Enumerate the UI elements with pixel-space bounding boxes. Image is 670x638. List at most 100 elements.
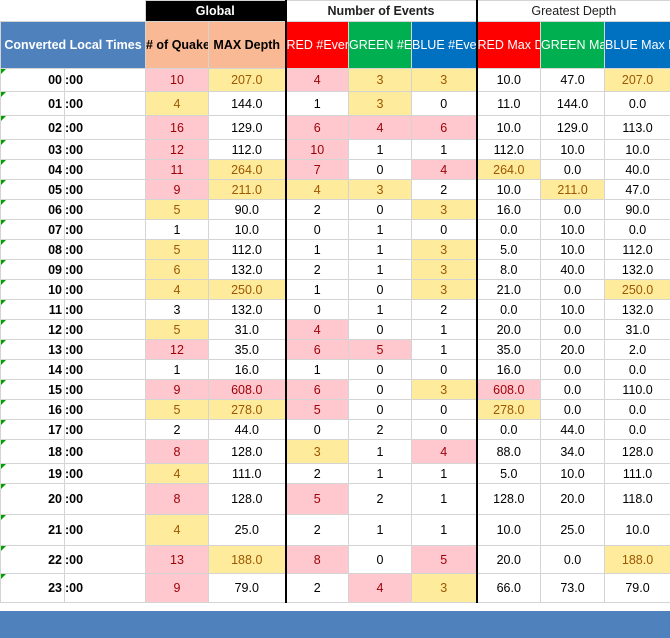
green-events-cell[interactable]: 1 [348,439,412,464]
blue-events-cell[interactable]: 3 [410,259,478,280]
max-depth-cell[interactable]: 90.0 [208,199,286,220]
green-max-depth-cell[interactable]: 144.0 [540,91,606,116]
group-header-depth[interactable]: Greatest Depth [476,0,670,22]
red-max-depth-cell[interactable]: 264.0 [476,159,542,180]
red-max-depth-cell[interactable]: 278.0 [476,399,542,420]
blue-events-cell[interactable]: 5 [410,545,478,574]
minute-cell[interactable]: :00 [64,199,146,220]
max-depth-cell[interactable]: 608.0 [208,379,286,400]
minute-cell[interactable]: :00 [64,91,146,116]
minute-cell[interactable]: :00 [64,115,146,140]
blue-max-depth-cell[interactable]: 0.0 [604,399,670,420]
quakes-cell[interactable]: 5 [145,399,209,420]
max-depth-cell[interactable]: 207.0 [208,68,286,92]
blue-events-cell[interactable]: 3 [410,68,478,92]
quakes-cell[interactable]: 12 [145,339,209,360]
header-converted-times[interactable]: Converted Local Times [0,21,146,69]
green-events-cell[interactable]: 1 [348,219,412,240]
max-depth-cell[interactable]: 31.0 [208,319,286,340]
red-max-depth-cell[interactable]: 88.0 [476,439,542,464]
minute-cell[interactable]: :00 [64,573,146,603]
red-max-depth-cell[interactable]: 20.0 [476,545,542,574]
red-max-depth-cell[interactable]: 8.0 [476,259,542,280]
quakes-cell[interactable]: 5 [145,239,209,260]
blue-max-depth-cell[interactable]: 10.0 [604,514,670,546]
green-max-depth-cell[interactable]: 10.0 [540,219,606,240]
green-max-depth-cell[interactable]: 0.0 [540,359,606,380]
red-events-cell[interactable]: 6 [284,379,349,400]
green-events-cell[interactable]: 2 [348,419,412,440]
header-quakes[interactable]: # of Quakes [145,21,209,69]
hour-cell[interactable]: 22 [0,545,65,574]
red-max-depth-cell[interactable]: 0.0 [476,219,542,240]
minute-cell[interactable]: :00 [64,483,146,515]
blue-max-depth-cell[interactable]: 132.0 [604,299,670,320]
max-depth-cell[interactable]: 128.0 [208,483,286,515]
minute-cell[interactable]: :00 [64,379,146,400]
minute-cell[interactable]: :00 [64,419,146,440]
header-green-events[interactable]: GREEN #Events [348,21,412,69]
quakes-cell[interactable]: 4 [145,279,209,300]
quakes-cell[interactable]: 6 [145,259,209,280]
max-depth-cell[interactable]: 112.0 [208,139,286,160]
red-events-cell[interactable]: 1 [284,239,349,260]
minute-cell[interactable]: :00 [64,514,146,546]
max-depth-cell[interactable]: 16.0 [208,359,286,380]
green-events-cell[interactable]: 5 [348,339,412,360]
red-events-cell[interactable]: 2 [284,199,349,220]
header-red-events[interactable]: RED #Events [284,21,349,69]
red-max-depth-cell[interactable]: 112.0 [476,139,542,160]
green-max-depth-cell[interactable]: 0.0 [540,399,606,420]
quakes-cell[interactable]: 5 [145,319,209,340]
quakes-cell[interactable]: 4 [145,91,209,116]
green-max-depth-cell[interactable]: 0.0 [540,545,606,574]
hour-cell[interactable]: 19 [0,463,65,484]
green-max-depth-cell[interactable]: 20.0 [540,483,606,515]
quakes-cell[interactable]: 9 [145,179,209,200]
max-depth-cell[interactable]: 79.0 [208,573,286,603]
hour-cell[interactable]: 12 [0,319,65,340]
minute-cell[interactable]: :00 [64,259,146,280]
red-events-cell[interactable]: 4 [284,179,349,200]
green-max-depth-cell[interactable]: 0.0 [540,199,606,220]
red-events-cell[interactable]: 1 [284,91,349,116]
green-max-depth-cell[interactable]: 211.0 [540,179,606,200]
green-events-cell[interactable]: 1 [348,139,412,160]
red-events-cell[interactable]: 7 [284,159,349,180]
blue-max-depth-cell[interactable]: 0.0 [604,219,670,240]
hour-cell[interactable]: 21 [0,514,65,546]
hour-cell[interactable]: 04 [0,159,65,180]
blue-events-cell[interactable]: 0 [410,91,478,116]
red-events-cell[interactable]: 8 [284,545,349,574]
minute-cell[interactable]: :00 [64,399,146,420]
blue-max-depth-cell[interactable]: 90.0 [604,199,670,220]
red-max-depth-cell[interactable]: 11.0 [476,91,542,116]
green-events-cell[interactable]: 3 [348,91,412,116]
header-green-max-depth[interactable]: GREEN Max Depth [540,21,606,69]
green-events-cell[interactable]: 3 [348,68,412,92]
green-events-cell[interactable]: 3 [348,179,412,200]
red-max-depth-cell[interactable]: 5.0 [476,463,542,484]
hour-cell[interactable]: 05 [0,179,65,200]
hour-cell[interactable]: 14 [0,359,65,380]
red-max-depth-cell[interactable]: 16.0 [476,359,542,380]
quakes-cell[interactable]: 5 [145,199,209,220]
red-max-depth-cell[interactable]: 608.0 [476,379,542,400]
blue-max-depth-cell[interactable]: 128.0 [604,439,670,464]
green-events-cell[interactable]: 0 [348,379,412,400]
blue-max-depth-cell[interactable]: 0.0 [604,419,670,440]
red-max-depth-cell[interactable]: 10.0 [476,115,542,140]
red-max-depth-cell[interactable]: 10.0 [476,514,542,546]
max-depth-cell[interactable]: 112.0 [208,239,286,260]
blue-max-depth-cell[interactable]: 110.0 [604,379,670,400]
blue-events-cell[interactable]: 0 [410,419,478,440]
red-max-depth-cell[interactable]: 10.0 [476,68,542,92]
red-max-depth-cell[interactable]: 0.0 [476,299,542,320]
hour-cell[interactable]: 09 [0,259,65,280]
green-events-cell[interactable]: 1 [348,239,412,260]
red-events-cell[interactable]: 2 [284,514,349,546]
red-events-cell[interactable]: 0 [284,219,349,240]
max-depth-cell[interactable]: 264.0 [208,159,286,180]
max-depth-cell[interactable]: 44.0 [208,419,286,440]
red-max-depth-cell[interactable]: 128.0 [476,483,542,515]
